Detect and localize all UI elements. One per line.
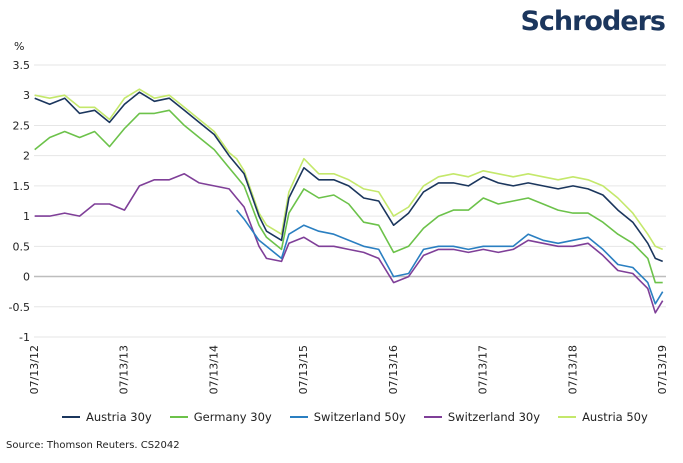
series-line-switzerland-30y — [34, 173, 664, 314]
y-tick-label: 3.5 — [13, 59, 31, 72]
x-tick-label: 07/13/19 — [656, 345, 669, 394]
y-tick-label: 2.5 — [13, 119, 31, 132]
x-tick-label: 07/13/12 — [28, 345, 41, 394]
line-chart: % 3.5 3 2.5 2 1.5 1 0.5 0 -0.5 -107/13/12 07/13/13… — [9, 40, 669, 394]
x-tick-label: 07/13/15 — [297, 345, 310, 394]
legend-swatch — [423, 416, 442, 418]
legend-item: Switzerland 30y — [423, 410, 541, 424]
y-tick-label: 3 — [23, 89, 30, 102]
x-tick-label: 07/13/16 — [387, 345, 400, 394]
legend-label: Germany 30y — [193, 410, 272, 424]
series-line-germany-30y — [34, 109, 663, 284]
legend-label: Switzerland 30y — [447, 410, 541, 424]
legend-item: Switzerland 50y — [289, 410, 406, 424]
legend-item: Austria 50y — [558, 410, 648, 424]
y-tick-label: -0.5 — [9, 301, 30, 314]
y-tick-label: 2 — [23, 150, 30, 163]
schroders-logo: Schroders — [520, 6, 666, 37]
legend-swatch — [169, 416, 188, 418]
y-tick-label: 1.5 — [13, 180, 31, 193]
legend-label: Switzerland 50y — [313, 410, 406, 424]
x-tick-label: 07/13/17 — [477, 345, 490, 394]
x-tick-label: 07/13/13 — [118, 345, 131, 394]
legend-swatch — [62, 416, 80, 418]
y-tick-label: 1 — [23, 210, 30, 223]
series-line-switzerland-50y — [235, 209, 664, 305]
legend: Austria 30y Germany 30y Switzerland 50y Swi… — [62, 410, 648, 424]
y-tick-label: 0.5 — [13, 240, 31, 253]
y-tick-label: -1 — [19, 331, 30, 344]
legend-swatch — [289, 416, 308, 418]
legend-swatch — [558, 416, 577, 418]
legend-item: Austria 30y — [62, 410, 152, 424]
series-line-austria-30y — [34, 91, 664, 263]
legend-label: Austria 30y — [86, 410, 152, 424]
legend-label: Austria 50y — [582, 410, 648, 424]
y-tick-label: 0 — [23, 271, 30, 284]
source-note: Source: Thomson Reuters. CS2042 — [6, 440, 180, 451]
series-line-austria-50y — [34, 88, 664, 251]
y-axis-unit: % — [14, 40, 24, 53]
x-tick-label: 07/13/18 — [566, 345, 579, 394]
legend-item: Germany 30y — [169, 410, 272, 424]
x-tick-label: 07/13/14 — [207, 345, 220, 394]
